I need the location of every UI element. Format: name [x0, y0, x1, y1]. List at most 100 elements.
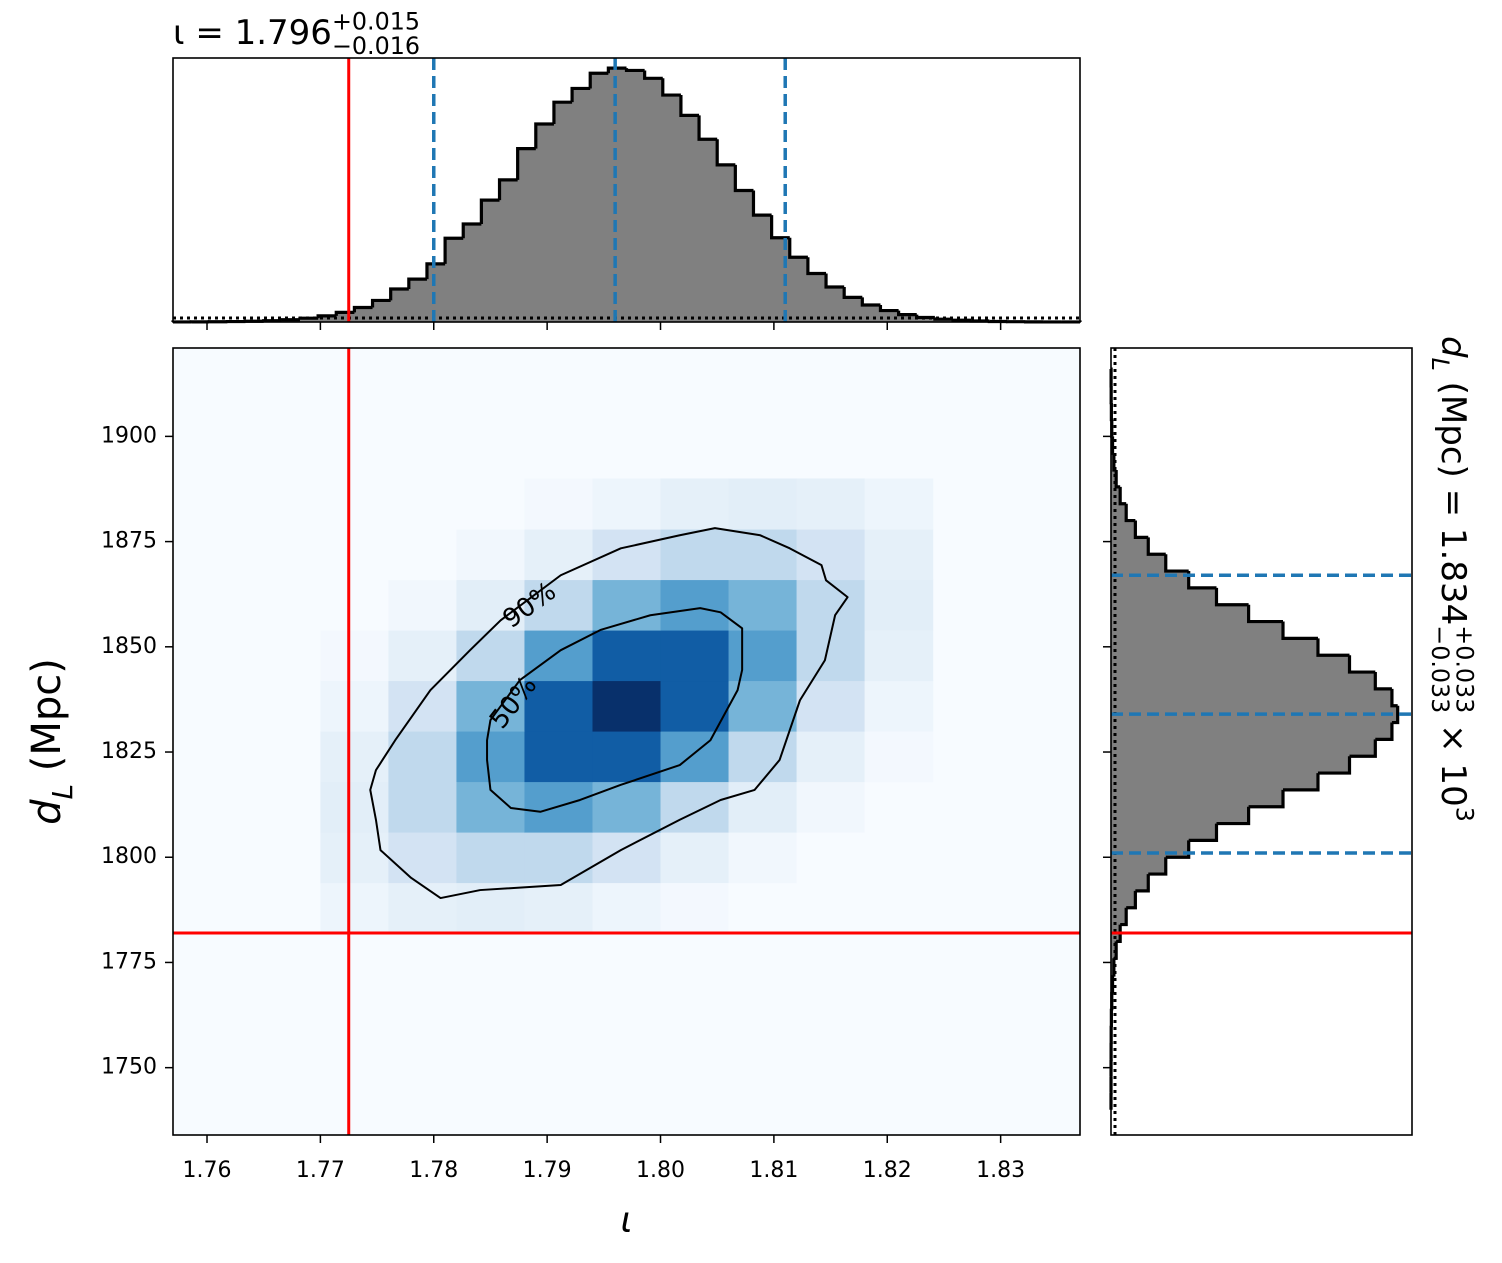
title-sup: +0.015	[332, 8, 420, 36]
histogram-step	[1375, 722, 1394, 741]
histogram-bar	[463, 224, 482, 322]
density-cell	[728, 680, 798, 732]
histogram-step	[1124, 503, 1136, 523]
histogram-bar	[862, 304, 881, 322]
histogram-bar	[1111, 840, 1189, 858]
density-cell	[524, 629, 594, 682]
density-cell	[388, 730, 458, 783]
histogram-step	[606, 66, 627, 74]
density-cell	[456, 629, 526, 682]
histogram-bar	[880, 310, 899, 322]
histogram-step	[1114, 470, 1121, 489]
x-tick-label: 1.79	[523, 1158, 572, 1183]
title-sub: −0.016	[332, 32, 420, 60]
histogram-step	[479, 198, 500, 225]
density-cell	[388, 882, 458, 934]
density-cell	[796, 579, 866, 631]
histogram-step	[643, 70, 663, 80]
density-cell	[456, 478, 526, 530]
panel-frame	[1110, 347, 1413, 1136]
histogram-bar	[1111, 688, 1392, 707]
histogram-step	[951, 318, 972, 322]
title-text: ι = 1.796	[173, 13, 332, 53]
histogram-step	[661, 78, 681, 97]
histogram-step	[443, 236, 464, 264]
histogram-bar	[844, 297, 863, 322]
histogram-step	[1248, 789, 1285, 809]
density-cell	[388, 478, 458, 530]
density-cell	[728, 478, 798, 530]
histogram-bar	[753, 215, 773, 322]
histogram-bar	[499, 179, 519, 322]
histogram-bar	[916, 317, 936, 322]
histogram-bar	[717, 164, 736, 322]
x-tick-label: 1.82	[863, 1158, 912, 1183]
histogram-bar	[789, 257, 809, 322]
histogram-step	[352, 305, 373, 313]
histogram-bar	[680, 115, 700, 322]
histogram-bar	[1111, 554, 1166, 572]
density-cell	[320, 831, 390, 884]
density-cell	[660, 680, 730, 732]
histogram-step	[1146, 537, 1166, 556]
x-tick-label: 1.83	[976, 1158, 1025, 1183]
histogram-step	[425, 262, 446, 280]
density-cell	[592, 629, 662, 682]
density-cell	[660, 730, 730, 783]
histogram-bar	[1111, 722, 1392, 740]
density-cell	[592, 831, 662, 884]
histogram-step	[1133, 520, 1149, 539]
histogram-step	[1390, 688, 1398, 708]
density-cell	[524, 680, 594, 732]
histogram-bar	[390, 289, 410, 322]
histogram-bar	[299, 318, 319, 322]
x-tick-label: 1.78	[409, 1158, 458, 1183]
density-cell	[864, 781, 934, 833]
density-cell	[728, 629, 798, 682]
x-tick-label: 1.81	[749, 1158, 798, 1183]
histogram-bar	[517, 148, 537, 322]
density-cell	[592, 528, 662, 581]
y-tick-label: 1825	[101, 739, 157, 764]
histogram-step	[497, 178, 518, 201]
histogram-bar	[1111, 705, 1398, 723]
histogram-bar	[1111, 773, 1318, 791]
density-cell	[388, 680, 458, 732]
density-cell	[796, 831, 866, 884]
density-cell	[592, 781, 662, 833]
histogram-bar	[1111, 672, 1376, 690]
density-cell	[388, 781, 458, 833]
density-cell	[864, 831, 934, 884]
density-cell	[524, 528, 594, 581]
histogram-step	[280, 318, 300, 322]
histogram-bar	[1111, 604, 1249, 622]
histogram-bar	[408, 279, 428, 322]
histogram-step	[370, 298, 391, 308]
density-cell	[864, 579, 934, 631]
histogram-step	[1112, 958, 1116, 977]
density-cell	[592, 730, 662, 783]
histogram-step	[1373, 672, 1392, 691]
histogram-bar	[426, 263, 446, 322]
histogram-step	[842, 286, 863, 299]
histogram-bar	[807, 273, 827, 322]
histogram-bar	[445, 238, 464, 322]
density-cell	[796, 882, 866, 934]
density-cell	[524, 579, 594, 631]
density-cell	[864, 882, 934, 934]
density-cell	[864, 680, 934, 732]
panel-frame	[172, 57, 1081, 323]
contour	[486, 607, 744, 813]
histogram-step	[1281, 621, 1318, 640]
density-cell	[864, 730, 934, 783]
density-cell	[388, 528, 458, 581]
y-label-subscript: L	[46, 784, 79, 800]
histogram-step	[1349, 739, 1377, 758]
y-axis-label: dL (Mpc)	[24, 658, 79, 825]
histogram-bar	[1111, 907, 1127, 925]
histogram-bar	[1111, 857, 1166, 875]
density-cell	[660, 882, 730, 934]
histogram-bar	[372, 300, 392, 322]
y-tick-label: 1800	[101, 844, 157, 869]
histogram-step	[534, 122, 554, 149]
